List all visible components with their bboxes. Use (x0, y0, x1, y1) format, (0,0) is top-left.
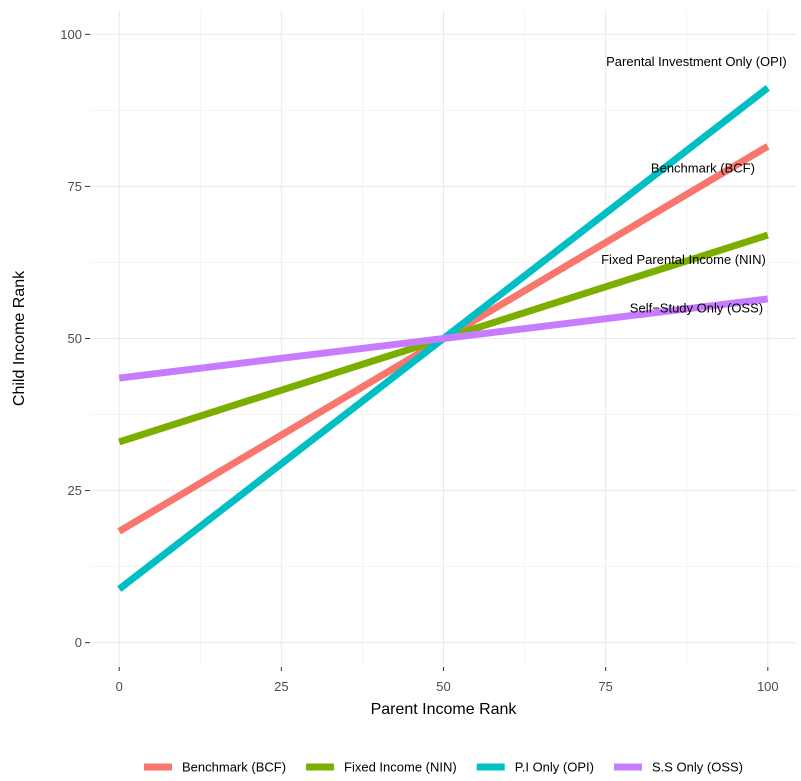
axis-ticks: 0 25 50 75 100 0 25 50 75 100 (60, 27, 778, 694)
legend-label: Benchmark (BCF) (182, 760, 286, 775)
annotation-label: Benchmark (BCF) (651, 161, 755, 176)
grid-major (90, 10, 797, 667)
annotation-label: Self−Study Only (OSS) (630, 301, 763, 316)
x-tick-label: 0 (116, 679, 123, 694)
annotation-label: Parental Investment Only (OPI) (606, 54, 787, 69)
y-tick-label: 25 (68, 483, 82, 498)
y-tick-label: 100 (60, 27, 82, 42)
legend-label: S.S Only (OSS) (652, 760, 743, 775)
legend: Benchmark (BCF) Fixed Income (NIN) P.I Onl… (144, 760, 743, 775)
legend-label: P.I Only (OPI) (515, 760, 594, 775)
y-tick-label: 0 (75, 635, 82, 650)
x-tick-label: 75 (598, 679, 612, 694)
series-lines (117, 85, 770, 592)
annotations: Parental Investment Only (OPI) Benchmark … (601, 54, 787, 315)
y-tick-label: 50 (68, 331, 82, 346)
x-tick-label: 50 (436, 679, 450, 694)
y-axis-title: Child Income Rank (11, 270, 28, 406)
annotation-label: Fixed Parental Income (NIN) (601, 252, 766, 267)
x-tick-label: 25 (274, 679, 288, 694)
legend-label: Fixed Income (NIN) (344, 760, 457, 775)
x-tick-label: 100 (757, 679, 779, 694)
y-tick-label: 75 (68, 179, 82, 194)
series-line (118, 295, 769, 382)
x-axis-title: Parent Income Rank (371, 701, 518, 718)
